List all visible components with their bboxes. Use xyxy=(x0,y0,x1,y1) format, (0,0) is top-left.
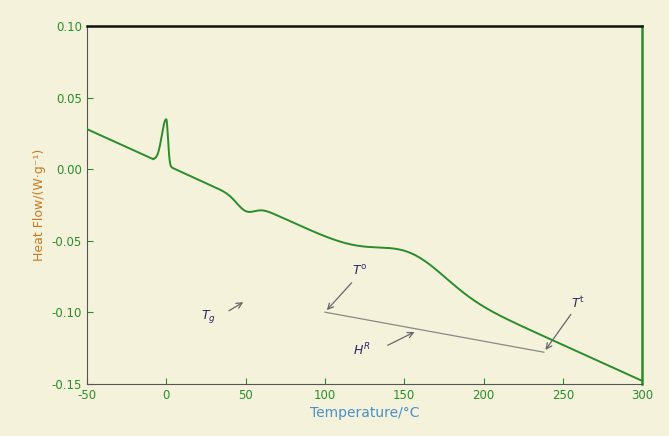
Text: $T^{\rm t}$: $T^{\rm t}$ xyxy=(571,295,585,311)
Text: $T^{\rm o}$: $T^{\rm o}$ xyxy=(352,264,367,278)
Text: $T_g$: $T_g$ xyxy=(201,308,216,325)
Y-axis label: Heat Flow/(W·g⁻¹): Heat Flow/(W·g⁻¹) xyxy=(33,149,46,261)
X-axis label: Temperature/°C: Temperature/°C xyxy=(310,406,419,420)
Text: $H^R$: $H^R$ xyxy=(353,341,371,358)
